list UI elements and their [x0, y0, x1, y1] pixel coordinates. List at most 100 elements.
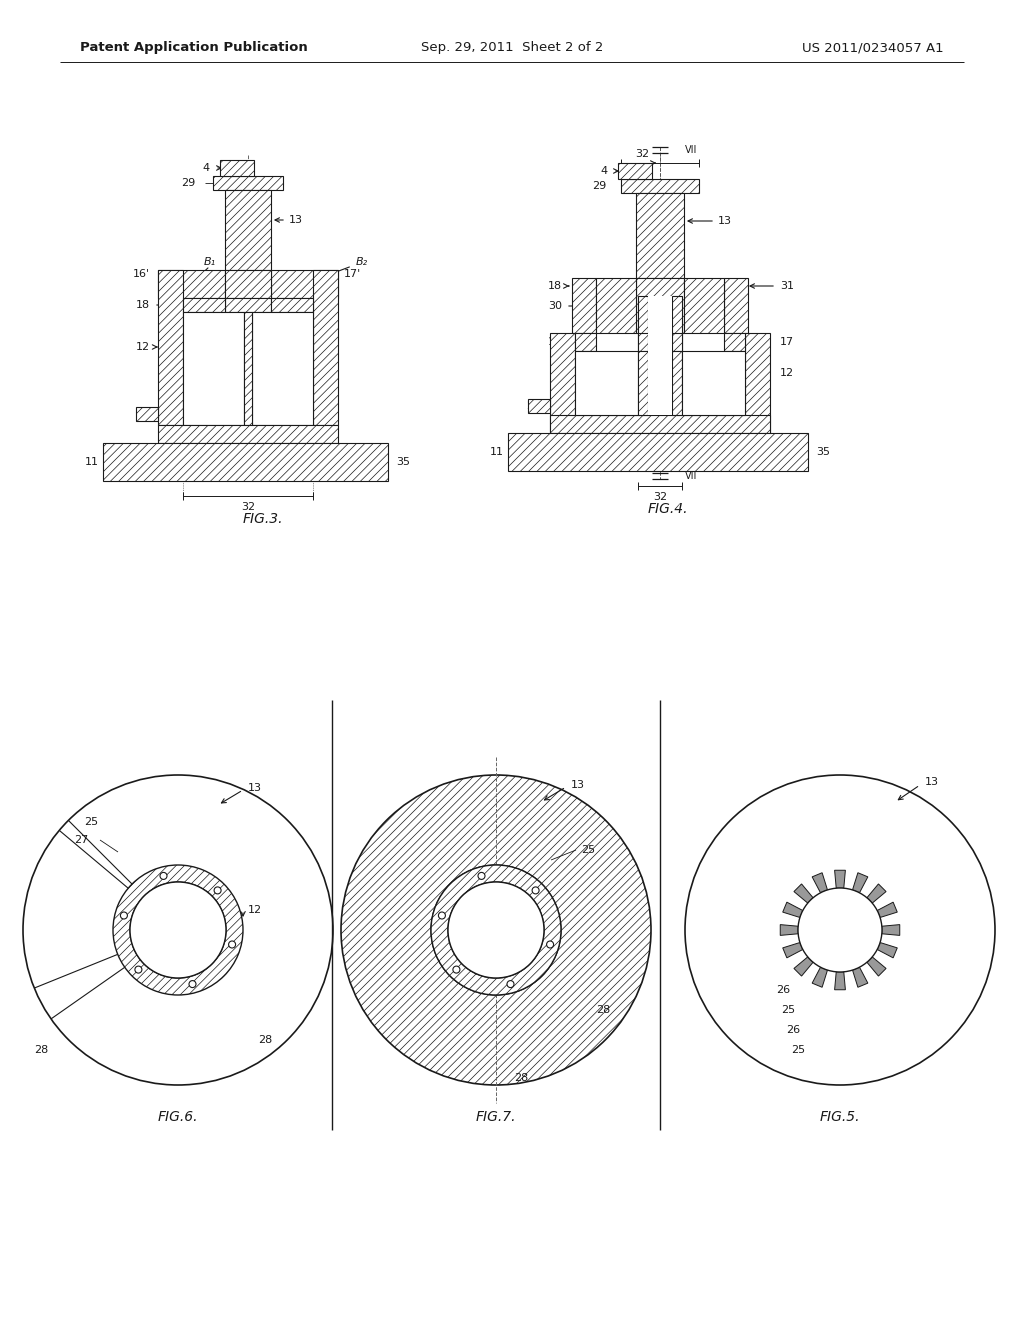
Text: 32: 32: [241, 502, 255, 512]
Polygon shape: [528, 399, 550, 413]
Text: 13: 13: [289, 215, 303, 224]
Polygon shape: [867, 957, 886, 975]
Circle shape: [449, 882, 544, 978]
Bar: [550, 333, 575, 433]
Text: 4: 4: [203, 162, 210, 173]
Text: 31: 31: [780, 281, 794, 290]
Polygon shape: [878, 902, 897, 917]
Text: 15: 15: [274, 362, 291, 375]
Bar: [575, 333, 596, 351]
Text: 25: 25: [781, 1005, 795, 1015]
Polygon shape: [867, 884, 886, 903]
Bar: [225, 190, 271, 271]
Text: 29: 29: [592, 181, 606, 191]
Circle shape: [798, 888, 882, 972]
Bar: [158, 425, 338, 444]
Bar: [638, 296, 648, 374]
Text: 12: 12: [477, 920, 490, 931]
Text: VII: VII: [685, 145, 697, 154]
Bar: [672, 351, 682, 414]
Text: Patent Application Publication: Patent Application Publication: [80, 41, 308, 54]
Bar: [183, 312, 244, 425]
Text: 11: 11: [85, 457, 99, 467]
Bar: [724, 279, 748, 333]
Bar: [648, 296, 672, 374]
Bar: [271, 271, 338, 298]
Text: 11: 11: [490, 447, 504, 457]
Polygon shape: [794, 957, 813, 975]
Text: 28: 28: [34, 1045, 48, 1055]
Bar: [103, 444, 388, 480]
Polygon shape: [794, 884, 813, 903]
Bar: [158, 271, 183, 425]
Bar: [244, 312, 252, 425]
Bar: [158, 271, 225, 298]
Text: 26: 26: [785, 1026, 800, 1035]
Circle shape: [507, 981, 514, 987]
Polygon shape: [780, 924, 798, 936]
Circle shape: [438, 912, 445, 919]
Polygon shape: [853, 968, 868, 987]
Polygon shape: [618, 162, 652, 180]
Circle shape: [478, 873, 485, 879]
Polygon shape: [136, 407, 158, 421]
Bar: [648, 351, 672, 414]
Text: 29: 29: [136, 409, 150, 418]
Text: 26: 26: [776, 985, 790, 995]
Bar: [638, 333, 648, 351]
Text: B₂: B₂: [356, 257, 368, 267]
Text: Sep. 29, 2011  Sheet 2 of 2: Sep. 29, 2011 Sheet 2 of 2: [421, 41, 603, 54]
Text: FIG.4.: FIG.4.: [648, 502, 688, 516]
Polygon shape: [835, 972, 846, 990]
Bar: [724, 333, 745, 351]
Bar: [183, 298, 225, 312]
Text: 12: 12: [136, 342, 150, 352]
Text: 13: 13: [248, 783, 262, 793]
Bar: [252, 312, 313, 425]
Circle shape: [189, 981, 196, 987]
Polygon shape: [782, 942, 803, 958]
Circle shape: [121, 912, 127, 919]
Text: B₁: B₁: [204, 257, 216, 267]
Bar: [572, 279, 596, 333]
Text: 18: 18: [136, 300, 150, 310]
Circle shape: [135, 966, 142, 973]
Bar: [638, 351, 648, 414]
Polygon shape: [878, 942, 897, 958]
Polygon shape: [835, 870, 846, 888]
Polygon shape: [782, 902, 803, 917]
Text: 13: 13: [571, 780, 585, 789]
Circle shape: [431, 865, 561, 995]
Bar: [648, 333, 672, 351]
Circle shape: [228, 941, 236, 948]
Text: 17': 17': [344, 269, 361, 279]
Bar: [636, 193, 684, 279]
Text: 15: 15: [706, 383, 722, 396]
Bar: [225, 298, 271, 312]
Bar: [225, 271, 271, 298]
Polygon shape: [882, 924, 900, 936]
Text: 34: 34: [176, 937, 190, 946]
Text: 29: 29: [181, 178, 195, 187]
Bar: [636, 279, 684, 333]
Bar: [575, 351, 638, 414]
Text: FIG.5.: FIG.5.: [820, 1110, 860, 1125]
Text: 29: 29: [525, 401, 540, 411]
Polygon shape: [220, 160, 254, 176]
Text: 34: 34: [497, 939, 511, 949]
Circle shape: [23, 775, 333, 1085]
Bar: [508, 433, 808, 471]
Bar: [745, 333, 770, 433]
Polygon shape: [812, 968, 827, 987]
Circle shape: [341, 775, 651, 1085]
Text: 28: 28: [258, 1035, 272, 1045]
Bar: [313, 271, 338, 425]
Text: 30: 30: [548, 301, 562, 312]
Circle shape: [214, 887, 221, 894]
Bar: [682, 351, 745, 414]
Bar: [672, 296, 682, 374]
Bar: [596, 279, 636, 333]
Circle shape: [160, 873, 167, 879]
Text: 14: 14: [599, 383, 614, 396]
Polygon shape: [853, 873, 868, 892]
